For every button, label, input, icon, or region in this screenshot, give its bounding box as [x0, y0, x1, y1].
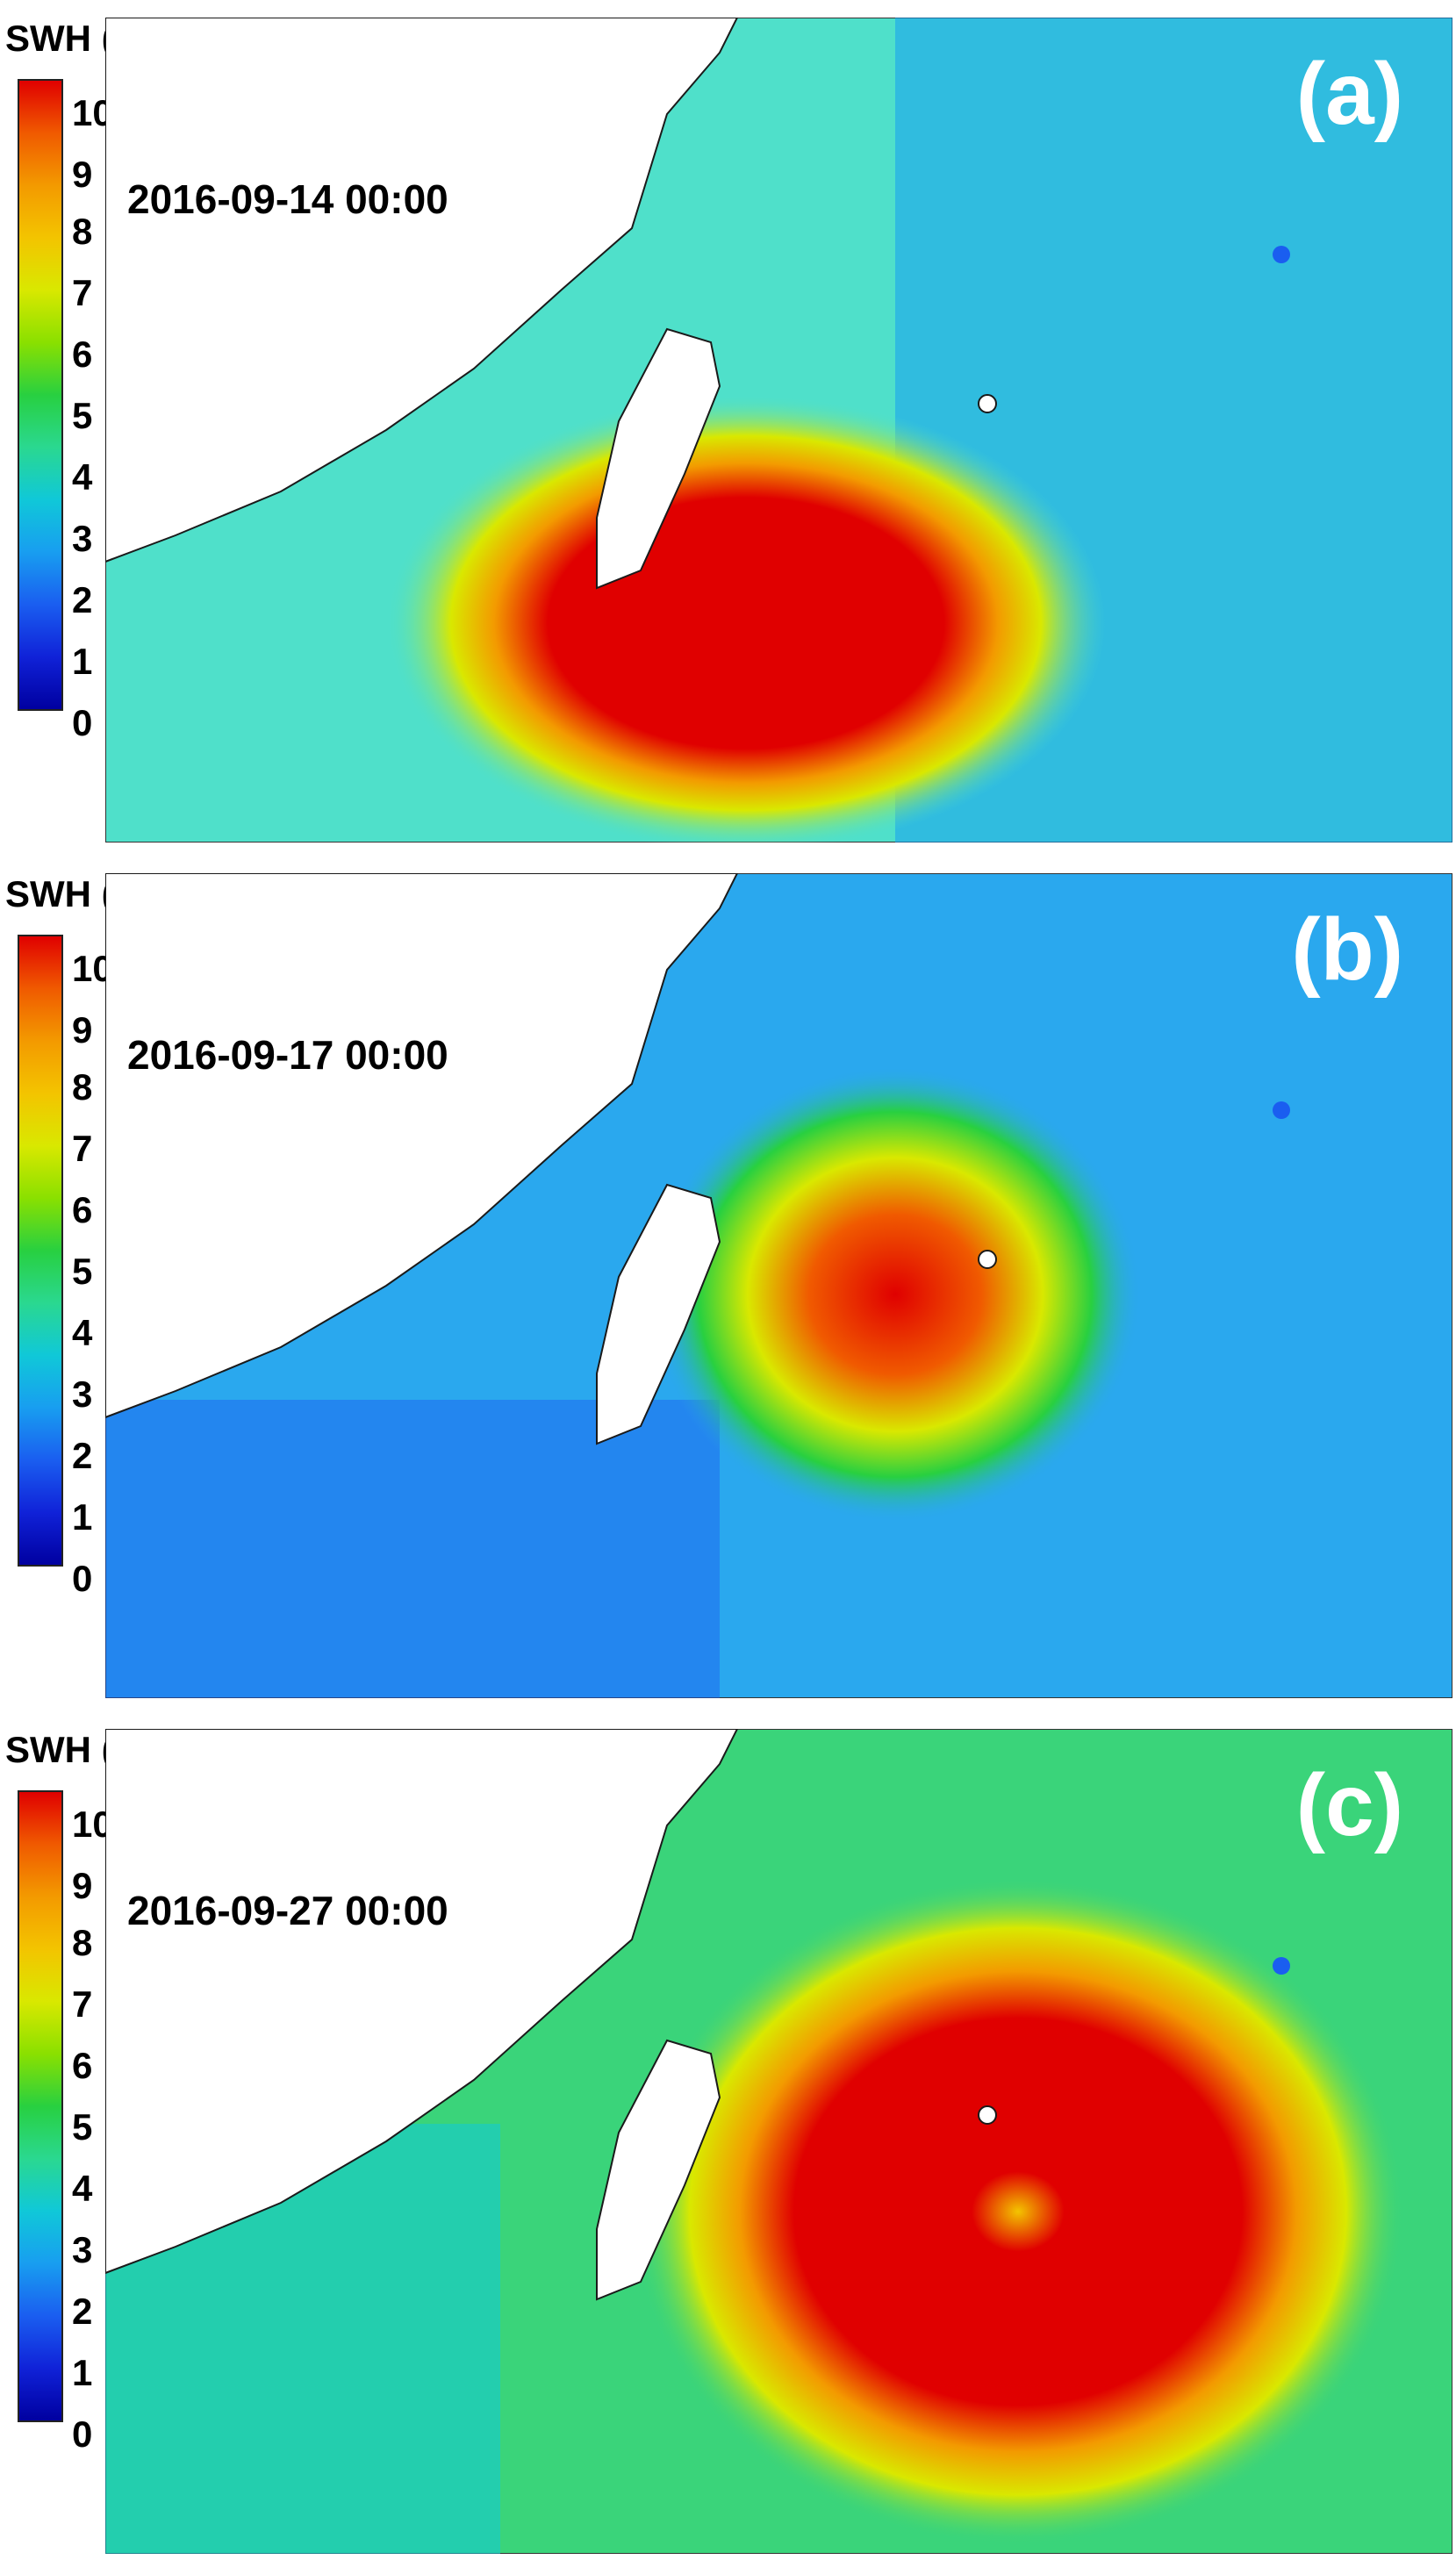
- cb-tick-8: 8: [72, 211, 93, 252]
- cb-tick-2: 2: [72, 1435, 93, 1476]
- taiwan-island: [596, 1183, 721, 1445]
- panel-a: SWH (m) 10 9 8 7 6 5 4 3 2 1 0 2016-09-1…: [0, 0, 1456, 856]
- cb-tick-3: 3: [72, 2229, 93, 2270]
- cb-tick-2: 2: [72, 579, 93, 620]
- storm-hotspot: [632, 1878, 1404, 2545]
- small-island: [1273, 1957, 1290, 1975]
- wave-height-map: [105, 1729, 1452, 2554]
- mainland-coast: [105, 1729, 739, 2275]
- storm-hotspot: [386, 395, 1106, 843]
- colorbar: [18, 935, 63, 1567]
- cb-tick-9: 9: [72, 1865, 93, 1906]
- cb-tick-9: 9: [72, 154, 93, 195]
- panel-label: (b): [1291, 900, 1403, 999]
- cb-tick-8: 8: [72, 1066, 93, 1108]
- cb-tick-5: 5: [72, 395, 93, 436]
- cb-tick-0: 0: [72, 2413, 93, 2455]
- cb-tick-4: 4: [72, 1312, 93, 1353]
- cb-tick-7: 7: [72, 1128, 93, 1169]
- cb-tick-7: 7: [72, 1983, 93, 2025]
- small-island: [978, 1250, 997, 1269]
- cb-tick-9: 9: [72, 1009, 93, 1050]
- panel-c: SWH (m) 10 9 8 7 6 5 4 3 2 1 0 2016-09-2…: [0, 1711, 1456, 2567]
- cb-tick-0: 0: [72, 1558, 93, 1599]
- date-label: 2016-09-17 00:00: [127, 1032, 448, 1078]
- wave-height-map: [105, 18, 1452, 843]
- mainland-coast: [105, 873, 739, 1419]
- cb-tick-3: 3: [72, 1373, 93, 1415]
- cb-tick-6: 6: [72, 1189, 93, 1230]
- small-island: [1273, 246, 1290, 263]
- small-island: [978, 394, 997, 413]
- cb-tick-1: 1: [72, 2352, 93, 2393]
- taiwan-island: [596, 327, 721, 590]
- cb-tick-7: 7: [72, 272, 93, 313]
- cb-tick-5: 5: [72, 2106, 93, 2148]
- cb-tick-4: 4: [72, 456, 93, 498]
- cb-tick-1: 1: [72, 641, 93, 682]
- small-island: [978, 2105, 997, 2125]
- storm-hotspot: [649, 1066, 1141, 1523]
- colorbar: [18, 1790, 63, 2422]
- cb-tick-8: 8: [72, 1922, 93, 1963]
- wave-height-map: [105, 873, 1452, 1698]
- taiwan-island: [596, 2039, 721, 2301]
- cb-tick-0: 0: [72, 702, 93, 743]
- cb-tick-3: 3: [72, 518, 93, 559]
- panel-label: (c): [1295, 1756, 1403, 1854]
- small-island: [1273, 1101, 1290, 1119]
- cb-tick-4: 4: [72, 2168, 93, 2209]
- cb-tick-2: 2: [72, 2291, 93, 2332]
- cb-tick-1: 1: [72, 1496, 93, 1538]
- cb-tick-5: 5: [72, 1251, 93, 1292]
- cb-tick-6: 6: [72, 333, 93, 375]
- panel-b: SWH (m) 10 9 8 7 6 5 4 3 2 1 0 2016-09-1…: [0, 856, 1456, 1711]
- cb-tick-6: 6: [72, 2045, 93, 2086]
- mainland-coast: [105, 18, 739, 563]
- panel-label: (a): [1295, 45, 1403, 143]
- colorbar: [18, 79, 63, 711]
- date-label: 2016-09-14 00:00: [127, 176, 448, 222]
- date-label: 2016-09-27 00:00: [127, 1888, 448, 1933]
